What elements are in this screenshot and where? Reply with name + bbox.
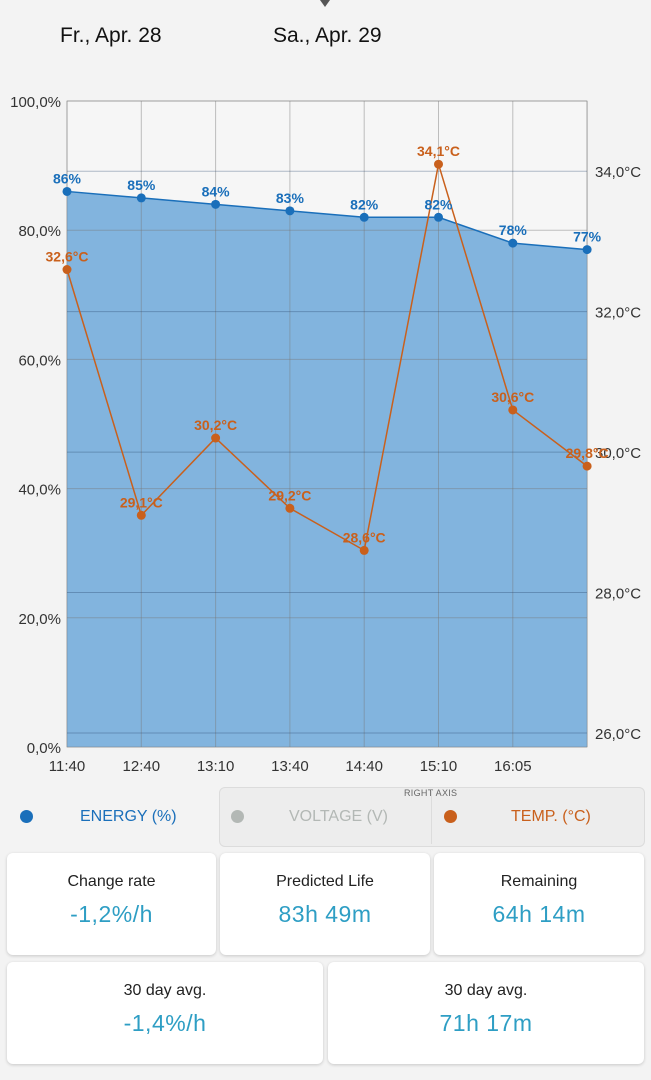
top-notch <box>320 0 330 7</box>
right-axis-tick-label: 28,0°C <box>595 586 641 603</box>
legend-energy-label: ENERGY (%) <box>80 808 177 825</box>
energy-data-label: 85% <box>127 177 156 193</box>
stat-title: Predicted Life <box>276 873 374 890</box>
temp-data-label: 29,8°C <box>566 445 609 461</box>
stat-title: 30 day avg. <box>444 982 528 999</box>
x-axis-tick-label: 14:40 <box>345 758 383 775</box>
legend-voltage[interactable]: VOLTAGE (V) <box>231 790 421 844</box>
temp-point <box>508 405 518 415</box>
energy-data-label: 83% <box>276 190 305 206</box>
stat-card-avg-life: 30 day avg. 71h 17m <box>328 962 644 1064</box>
temp-point <box>434 159 443 169</box>
legend-temp[interactable]: TEMP. (°C) <box>444 790 634 844</box>
energy-point <box>285 206 295 216</box>
stat-card-remaining: Remaining 64h 14m <box>434 853 644 955</box>
energy-point <box>211 199 221 209</box>
left-axis-tick-label: 40,0% <box>18 482 61 499</box>
energy-point <box>359 212 369 222</box>
x-axis-tick-label: 13:10 <box>197 758 235 775</box>
temp-point <box>582 461 592 471</box>
energy-point <box>62 186 72 196</box>
battery-chart: 0,0% 20,0% 40,0% 60,0% 80,0% 100,0% 26,0°C 28,0… <box>10 94 641 775</box>
temp-legend-icon <box>444 810 457 823</box>
temp-data-label: 34,1°C <box>417 143 460 159</box>
stat-value: 64h 14m <box>492 901 586 927</box>
energy-data-label: 86% <box>53 170 82 186</box>
right-axis-tick-label: 32,0°C <box>595 305 641 322</box>
stat-card-change-rate: Change rate -1,2%/h <box>7 853 216 955</box>
right-axis-tick-label: 26,0°C <box>595 726 641 743</box>
energy-data-label: 82% <box>424 196 453 212</box>
x-axis-tick-label: 16:05 <box>494 758 532 775</box>
temp-data-label: 30,6°C <box>491 389 534 405</box>
stat-value: -1,2%/h <box>70 901 153 927</box>
energy-data-label: 77% <box>573 229 602 245</box>
energy-line <box>66 190 588 251</box>
right-axis-tick-label: 34,0°C <box>595 164 641 181</box>
temp-point <box>62 265 72 275</box>
voltage-legend-icon <box>231 810 244 823</box>
stat-value: 71h 17m <box>439 1010 533 1036</box>
left-axis-tick-label: 100,0% <box>10 94 61 111</box>
x-axis-tick-label: 12:40 <box>123 758 161 775</box>
temp-point <box>285 503 295 513</box>
energy-legend-icon <box>20 810 33 823</box>
stat-value: 83h 49m <box>278 901 372 927</box>
temp-data-label: 30,2°C <box>194 417 237 433</box>
stat-card-avg-rate: 30 day avg. -1,4%/h <box>7 962 323 1064</box>
stat-value: -1,4%/h <box>123 1010 207 1036</box>
energy-data-label: 84% <box>202 183 231 199</box>
temp-data-label: 32,6°C <box>46 249 89 265</box>
left-axis-tick-label: 20,0% <box>18 611 61 628</box>
temp-data-label: 29,2°C <box>268 487 311 503</box>
stat-title: Change rate <box>67 873 156 890</box>
date-label-2: Sa., Apr. 29 <box>273 24 382 47</box>
temp-point <box>211 433 221 443</box>
energy-data-label: 82% <box>350 196 379 212</box>
legend-divider <box>431 790 432 844</box>
x-axis-tick-label: 11:40 <box>49 758 85 775</box>
left-axis-tick-label: 80,0% <box>18 223 61 240</box>
energy-area <box>67 191 588 747</box>
right-axis-caption: RIGHT AXIS <box>404 788 458 798</box>
right-axis-tick-label: 30,0°C <box>595 445 641 462</box>
temp-line <box>66 163 588 552</box>
temp-data-label: 28,6°C <box>343 529 386 545</box>
x-axis-tick-label: 13:40 <box>271 758 309 775</box>
legend-voltage-label: VOLTAGE (V) <box>289 808 388 825</box>
temp-data-label: 29,1°C <box>120 494 163 510</box>
x-axis-tick-label: 15:10 <box>420 758 458 775</box>
temp-point <box>136 510 146 520</box>
stat-title: Remaining <box>500 873 578 890</box>
left-axis-tick-label: 0,0% <box>27 740 61 757</box>
temp-point <box>359 545 369 555</box>
stat-title: 30 day avg. <box>123 982 207 999</box>
legend-temp-label: TEMP. (°C) <box>511 808 591 825</box>
energy-point <box>582 245 592 255</box>
left-axis-tick-label: 60,0% <box>18 352 61 369</box>
right-axis-legend-box <box>219 787 645 847</box>
energy-point <box>508 238 518 248</box>
energy-data-label: 78% <box>499 222 528 238</box>
energy-point <box>434 212 443 222</box>
stat-card-predicted-life: Predicted Life 83h 49m <box>220 853 430 955</box>
date-label-1: Fr., Apr. 28 <box>60 24 162 47</box>
energy-point <box>136 193 146 203</box>
